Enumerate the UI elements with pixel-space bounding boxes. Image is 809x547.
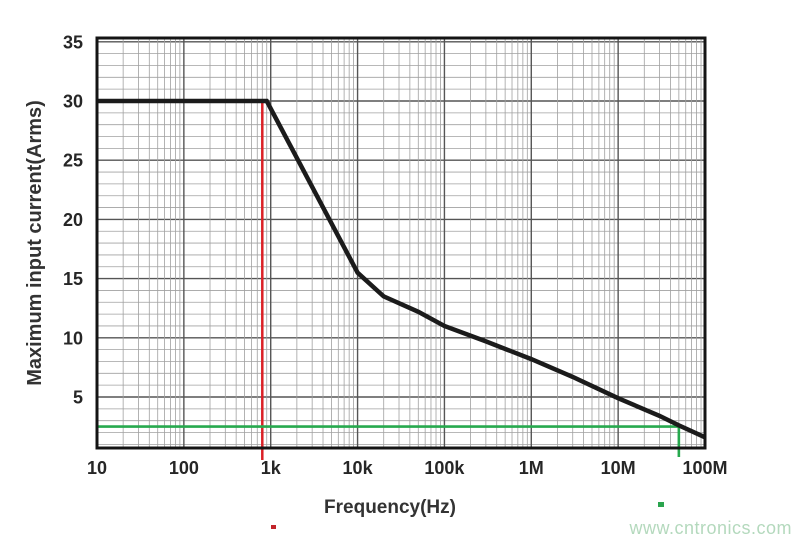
scan-specks — [271, 502, 664, 529]
x-tick-label: 100k — [424, 458, 465, 478]
x-tick-label: 1M — [519, 458, 544, 478]
watermark: www.cntronics.com — [629, 518, 792, 538]
green-speck — [658, 502, 664, 507]
plot-border — [95, 36, 707, 450]
y-tick-label: 35 — [63, 32, 83, 52]
y-tick-label: 30 — [63, 92, 83, 112]
x-tick-label: 1k — [261, 458, 282, 478]
x-tick-label: 10k — [343, 458, 374, 478]
x-tick-label: 10 — [87, 458, 107, 478]
y-tick-label: 10 — [63, 328, 83, 348]
y-tick-label: 15 — [63, 269, 83, 289]
current-curve — [97, 98, 706, 440]
y-tick-label: 5 — [73, 388, 83, 408]
maximum-input-current-derating — [97, 98, 706, 440]
axis-tick-labels: 10 100 1k 10k 100k 1M 10M 100M 5 10 15 20 25 30 35 — [63, 32, 728, 478]
y-axis-title: Maximum input current(Arms) — [24, 100, 46, 386]
x-tick-label: 100M — [682, 458, 727, 478]
y-tick-label: 25 — [63, 151, 83, 171]
x-axis-title: Frequency(Hz) — [324, 497, 456, 518]
x-tick-label: 10M — [601, 458, 636, 478]
x-tick-label: 100 — [169, 458, 199, 478]
red-speck — [271, 525, 276, 529]
y-tick-label: 20 — [63, 210, 83, 230]
